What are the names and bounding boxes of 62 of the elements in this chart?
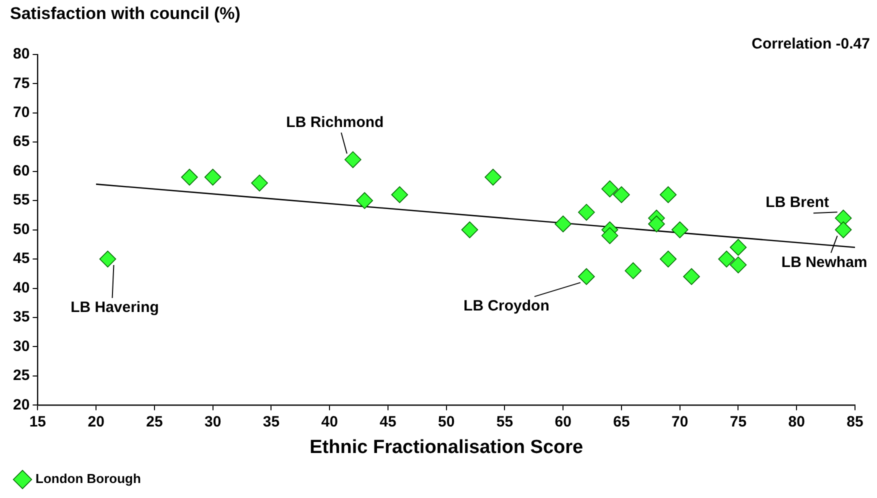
x-axis-title: Ethnic Fractionalisation Score xyxy=(310,436,584,458)
x-tick-label: 30 xyxy=(204,413,222,430)
x-tick-label: 15 xyxy=(29,413,46,430)
y-tick-label: 35 xyxy=(12,308,30,326)
point xyxy=(391,186,408,204)
x-tick-label: 35 xyxy=(262,413,280,430)
x-tick-label: 75 xyxy=(730,413,747,430)
x-tick-label: 85 xyxy=(846,413,864,430)
x-tick-label: 40 xyxy=(321,413,338,430)
point xyxy=(601,227,618,244)
y-tick-label: 20 xyxy=(12,396,30,414)
point xyxy=(834,221,852,238)
point xyxy=(344,151,362,168)
point xyxy=(356,192,374,209)
point xyxy=(648,216,665,232)
point xyxy=(204,168,222,186)
point xyxy=(660,186,677,204)
point xyxy=(671,221,688,238)
annotation: LB Havering xyxy=(70,299,159,316)
annotation: LB Brent xyxy=(766,194,829,212)
point xyxy=(601,180,618,198)
x-tick-label: 25 xyxy=(146,413,163,430)
y-tick-label: 45 xyxy=(12,250,30,268)
text: Correlation -0.47 xyxy=(752,36,870,53)
point xyxy=(718,250,735,268)
annotation: LB Newham xyxy=(781,254,868,271)
y-tick-label: 65 xyxy=(12,133,30,150)
x-tick-label: 80 xyxy=(788,413,805,430)
point xyxy=(730,256,747,274)
x-tick-label: 55 xyxy=(496,413,514,430)
x-tick-label: 60 xyxy=(554,413,572,430)
point xyxy=(624,262,642,280)
point xyxy=(461,221,478,238)
x-tick-label: 45 xyxy=(380,413,396,430)
point xyxy=(730,238,747,256)
point xyxy=(613,186,630,204)
y-tick-label: 75 xyxy=(12,74,30,92)
y-tick-label: 60 xyxy=(12,162,30,180)
y-tick-label: 30 xyxy=(12,338,30,355)
point xyxy=(554,216,572,232)
point xyxy=(99,250,116,268)
x-tick-label: 50 xyxy=(438,413,455,430)
y-tick-label: 40 xyxy=(12,279,30,296)
legend-label: London Borough xyxy=(36,471,141,486)
x-tick-label: 20 xyxy=(88,413,104,430)
x-tick-label: 70 xyxy=(672,413,688,430)
y-tick-label: 80 xyxy=(12,46,30,63)
y-axis-title: Satisfaction with council (%) xyxy=(10,4,240,23)
y-tick-label: 50 xyxy=(12,220,30,238)
point xyxy=(578,268,595,285)
y-tick-label: 25 xyxy=(12,367,30,384)
point xyxy=(181,168,198,186)
point xyxy=(683,268,700,285)
annotation: LB Croydon xyxy=(464,298,550,315)
y-tick-label: 70 xyxy=(12,104,30,122)
point xyxy=(578,204,595,221)
point xyxy=(660,250,677,268)
point xyxy=(251,174,268,192)
x-tick-label: 65 xyxy=(613,413,630,430)
y-tick-label: 55 xyxy=(12,192,30,209)
annotation: LB Richmond xyxy=(286,114,384,131)
point xyxy=(484,168,502,186)
